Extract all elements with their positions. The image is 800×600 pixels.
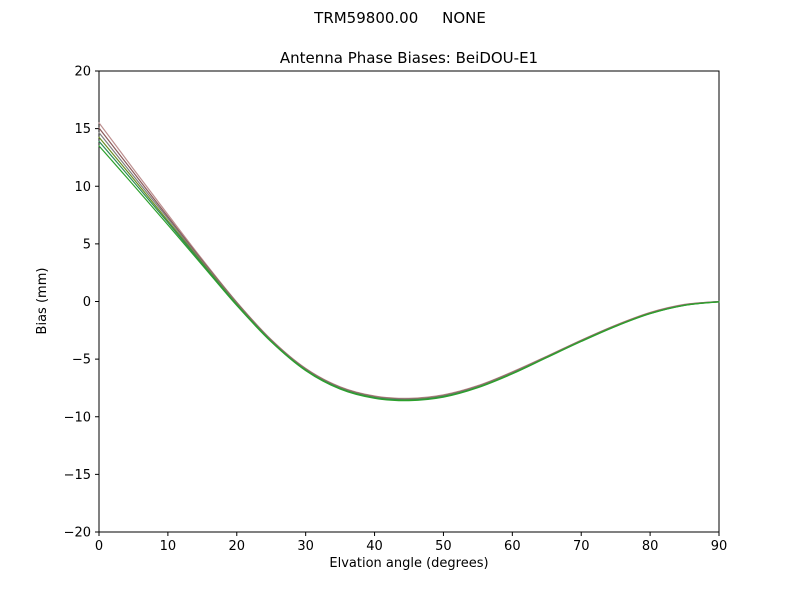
- y-axis-label: Bias (mm): [35, 268, 50, 335]
- y-tick-label: 5: [83, 237, 91, 252]
- chart-title: Antenna Phase Biases: BeiDOU-E1: [279, 49, 539, 67]
- y-tick-label: −10: [64, 410, 91, 425]
- y-tick-label: 10: [74, 180, 91, 195]
- x-tick-label: 60: [504, 539, 521, 554]
- x-tick-label: 40: [366, 539, 383, 554]
- x-tick-label: 0: [95, 539, 103, 554]
- series-curves: [98, 122, 720, 402]
- x-tick-label: 20: [229, 539, 246, 554]
- y-tick-label: 15: [74, 122, 91, 137]
- y-tick-label: −20: [64, 526, 91, 541]
- series-line-curve-2: [98, 127, 720, 400]
- y-tick-label: −5: [72, 353, 91, 368]
- series-line-curve-5: [98, 140, 720, 401]
- x-tick-label: 30: [297, 539, 314, 554]
- y-tick-label: −15: [64, 468, 91, 483]
- x-tick-label: 50: [435, 539, 452, 554]
- x-tick-label: 70: [573, 539, 590, 554]
- y-tick-label: 20: [74, 65, 91, 80]
- axes-frame: [98, 70, 720, 533]
- series-line-curve-4: [98, 136, 720, 401]
- series-line-curve-6: [98, 145, 720, 402]
- x-tick-label: 90: [711, 539, 728, 554]
- series-line-curve-1: [98, 122, 720, 399]
- x-tick-label: 10: [160, 539, 177, 554]
- x-tick-label: 80: [642, 539, 659, 554]
- series-line-curve-3: [98, 132, 720, 400]
- axis-ticks: 0 10 20 30 40 50 60 70 80 90 −20 −15 −10 −5 0 5 10 15 20: [64, 65, 728, 555]
- x-axis-label: Elvation angle (degrees): [329, 556, 488, 571]
- y-tick-label: 0: [83, 295, 91, 310]
- figure-suptitle: TRM59800.00 NONE: [314, 9, 486, 27]
